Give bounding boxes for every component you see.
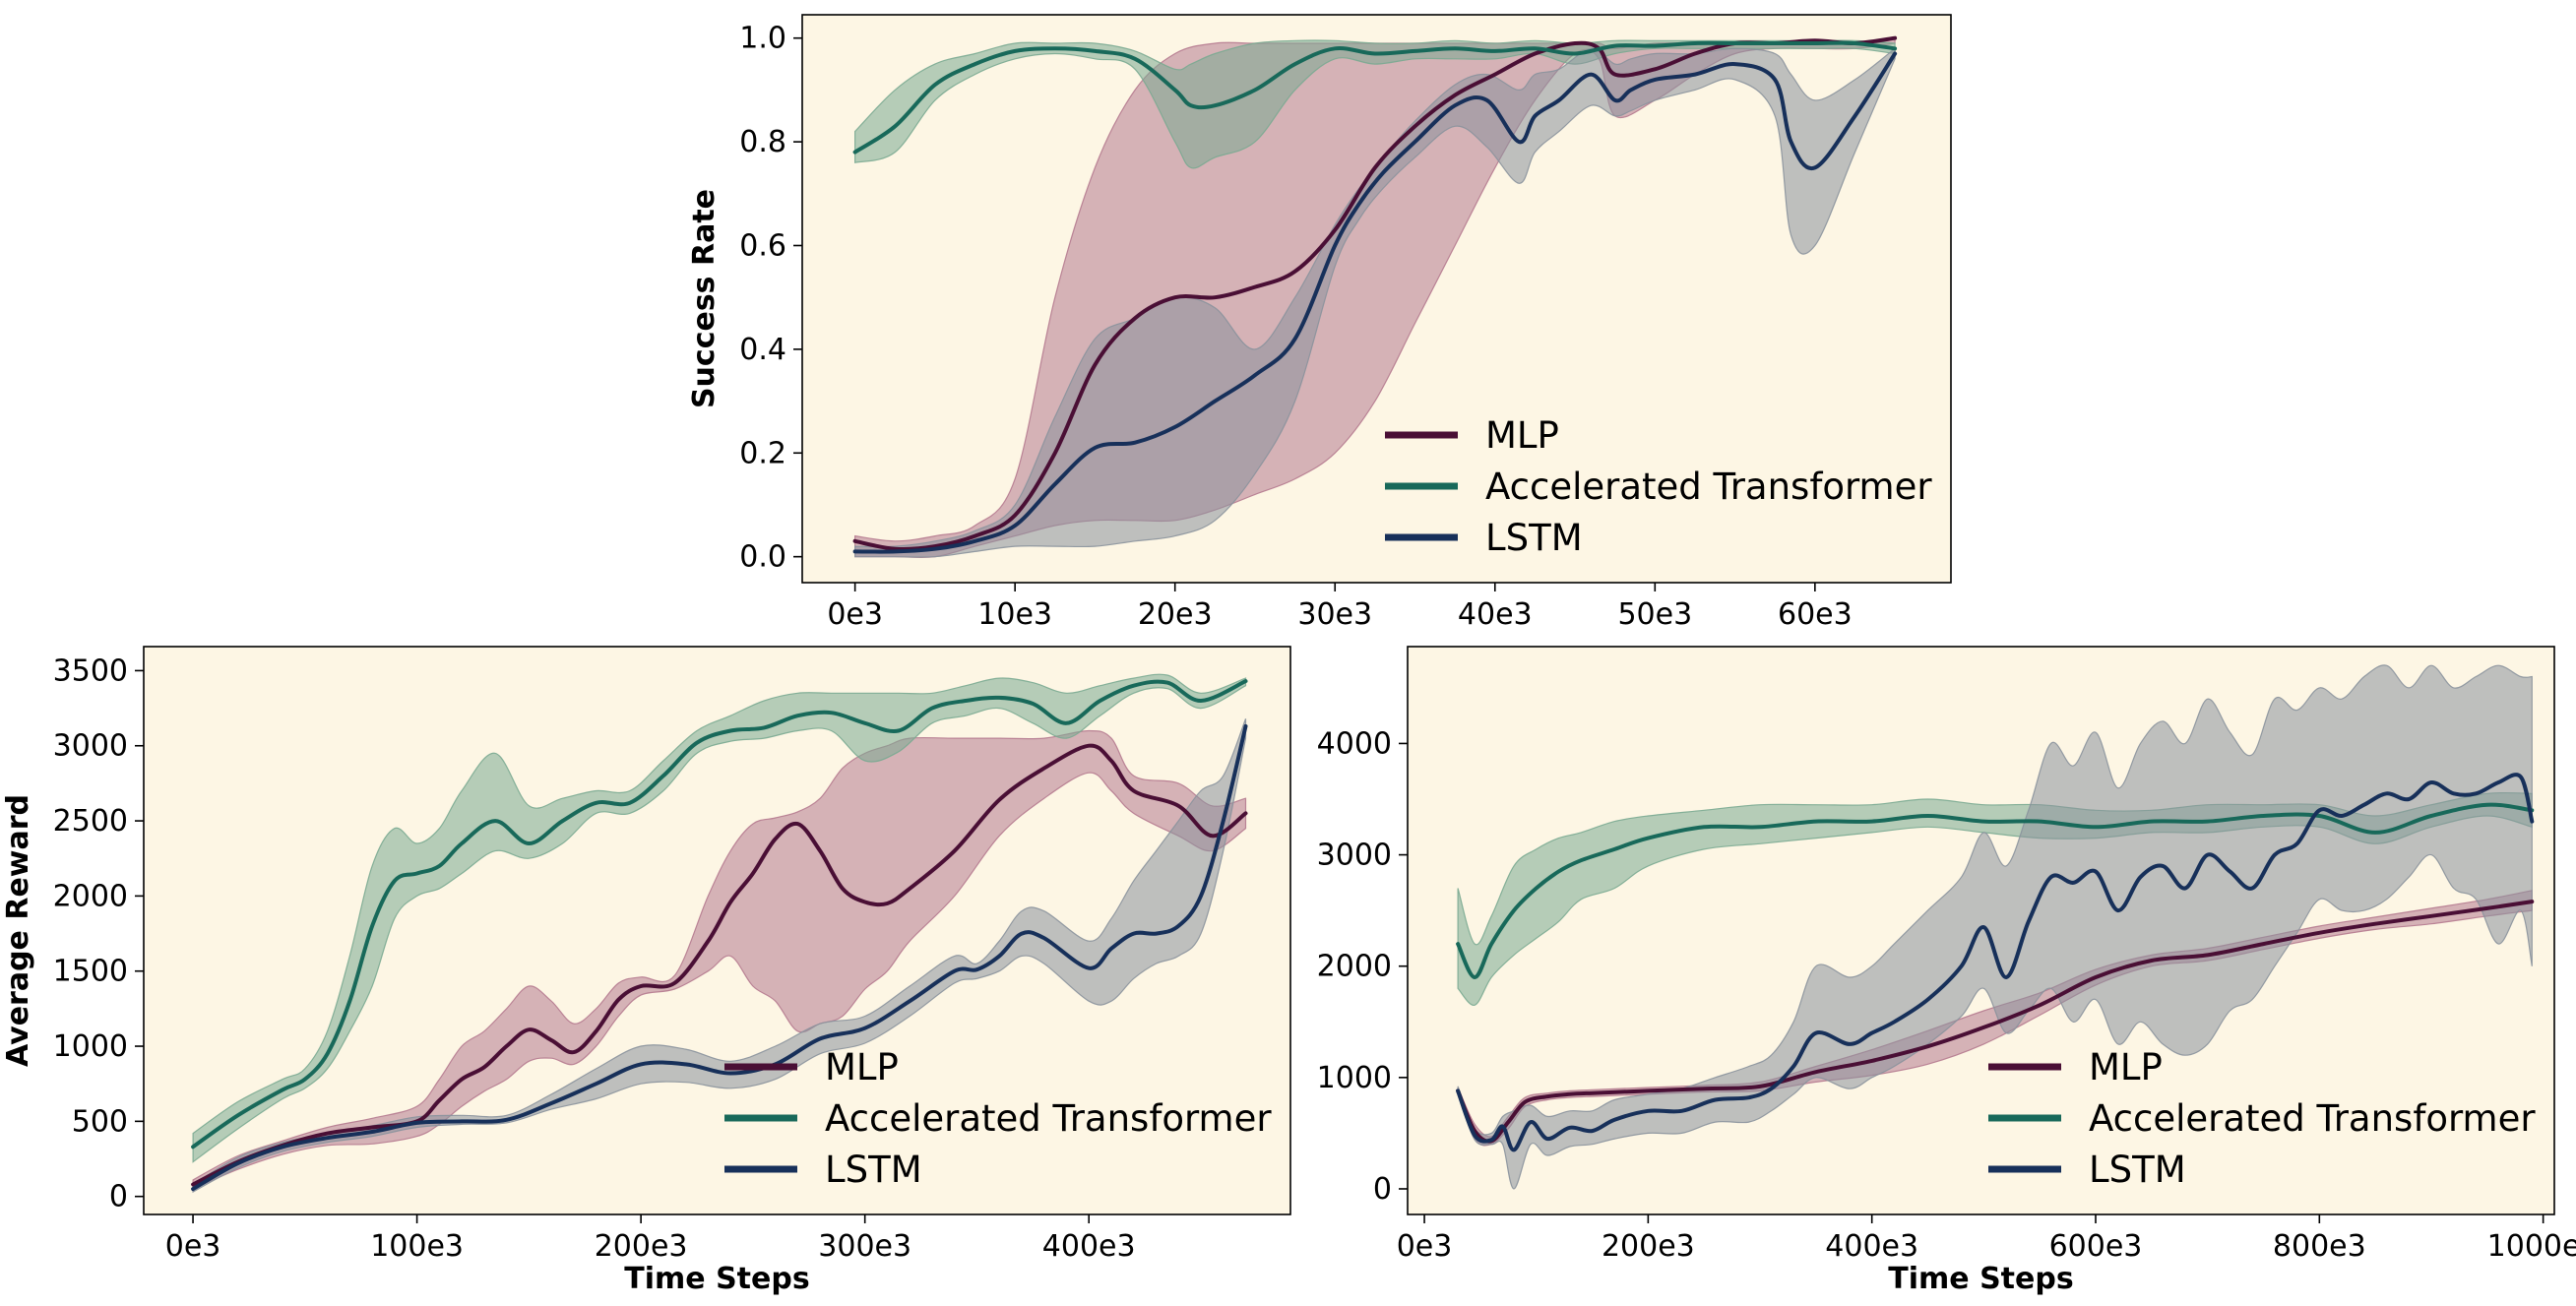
x-tick-label: 800e3 xyxy=(2273,1229,2366,1264)
legend-label-lstm: LSTM xyxy=(1485,517,1583,559)
y-tick-label: 0.4 xyxy=(739,333,786,367)
legend-label-lstm: LSTM xyxy=(825,1149,922,1191)
x-tick-label: 60e3 xyxy=(1778,597,1853,632)
x-tick-label: 0e3 xyxy=(827,597,883,632)
y-tick-label: 0 xyxy=(1373,1172,1392,1207)
y-axis-title: Success Rate xyxy=(687,189,722,408)
legend-label-transformer: Accelerated Transformer xyxy=(1485,466,1932,508)
series-line-transformer xyxy=(1456,802,2535,979)
y-tick-label: 2500 xyxy=(53,804,128,839)
series-line-mlp xyxy=(191,743,1248,1187)
confidence-band-lstm xyxy=(1457,664,2533,1190)
y-tick-label: 1000 xyxy=(53,1029,128,1064)
legend: MLP Accelerated Transformer LSTM xyxy=(1385,414,1932,559)
x-tick-label: 1000e3 xyxy=(2487,1229,2576,1264)
confidence-band-mlp xyxy=(192,729,1247,1191)
x-tick-label: 20e3 xyxy=(1138,597,1213,632)
series-line-lstm xyxy=(191,723,1248,1192)
y-tick-label: 1500 xyxy=(53,955,128,989)
x-tick-label: 50e3 xyxy=(1617,597,1692,632)
y-tick-label: 0.2 xyxy=(739,436,786,470)
axes-frame xyxy=(143,646,1291,1215)
x-tick-label: 400e3 xyxy=(1042,1229,1136,1264)
plot-series-group xyxy=(852,35,1898,559)
legend-label-transformer: Accelerated Transformer xyxy=(2089,1097,2536,1140)
y-tick-label: 0 xyxy=(109,1180,128,1214)
legend-label-mlp: MLP xyxy=(2089,1046,2163,1088)
legend-label-lstm: LSTM xyxy=(2089,1149,2186,1191)
x-tick-label: 30e3 xyxy=(1297,597,1372,632)
series-line-lstm xyxy=(852,51,1898,554)
y-tick-label: 2000 xyxy=(53,879,128,913)
x-axis-title: Time Steps xyxy=(624,1262,809,1296)
confidence-band-transformer xyxy=(192,673,1247,1163)
legend-label-transformer: Accelerated Transformer xyxy=(825,1097,1272,1140)
x-tick-label: 10e3 xyxy=(977,597,1052,632)
y-tick-label: 3000 xyxy=(1317,839,1392,873)
y-tick-label: 0.0 xyxy=(739,540,786,575)
x-tick-label: 0e3 xyxy=(1397,1229,1453,1264)
x-tick-label: 100e3 xyxy=(370,1229,464,1264)
axes-frame xyxy=(801,14,1952,584)
confidence-band-lstm xyxy=(854,47,1896,558)
y-tick-label: 3500 xyxy=(53,653,128,688)
x-axis-title: Time Steps xyxy=(1888,1262,2073,1296)
series-line-mlp xyxy=(1456,900,2535,1144)
y-tick-label: 500 xyxy=(72,1104,128,1139)
top-panel-success-rate: 0e3 10e3 20e3 30e3 40e3 50e3 60e3 0.0 0.2 0.4 0.6 0… xyxy=(687,14,1952,632)
x-tick-label: 300e3 xyxy=(818,1229,911,1264)
series-line-transformer xyxy=(852,40,1898,155)
y-tick-label: 4000 xyxy=(1317,726,1392,761)
y-tick-label: 1.0 xyxy=(739,22,786,56)
x-tick-label: 200e3 xyxy=(1602,1229,1695,1264)
legend-label-mlp: MLP xyxy=(825,1046,899,1088)
legend: MLP Accelerated Transformer LSTM xyxy=(1988,1046,2536,1191)
x-tick-label: 600e3 xyxy=(2049,1229,2143,1264)
series-line-mlp xyxy=(852,35,1898,551)
legend-label-mlp: MLP xyxy=(1485,414,1559,457)
y-tick-label: 2000 xyxy=(1317,950,1392,984)
axes-frame xyxy=(1407,646,2555,1215)
series-line-lstm xyxy=(1456,773,2535,1152)
series-line-transformer xyxy=(191,679,1248,1150)
bottom-right-panel-reward: 0e3 200e3 400e3 600e3 800e3 1000e3 0 1000 2000 30… xyxy=(1317,646,2576,1296)
bottom-left-panel-average-reward: 0e3 100e3 200e3 300e3 400e3 0 500 1000 1500 2000 2… xyxy=(1,646,1291,1296)
y-axis-title: Average Reward xyxy=(1,794,35,1067)
y-tick-label: 0.8 xyxy=(739,125,786,159)
y-tick-label: 1000 xyxy=(1317,1061,1392,1095)
x-tick-label: 200e3 xyxy=(595,1229,688,1264)
plot-series-group xyxy=(191,673,1248,1194)
plot-series-group xyxy=(1456,664,2535,1190)
x-tick-label: 40e3 xyxy=(1458,597,1533,632)
x-tick-label: 400e3 xyxy=(1825,1229,1918,1264)
x-tick-label: 0e3 xyxy=(165,1229,221,1264)
legend: MLP Accelerated Transformer LSTM xyxy=(724,1046,1272,1191)
y-tick-label: 3000 xyxy=(53,729,128,764)
y-tick-label: 0.6 xyxy=(739,228,786,263)
